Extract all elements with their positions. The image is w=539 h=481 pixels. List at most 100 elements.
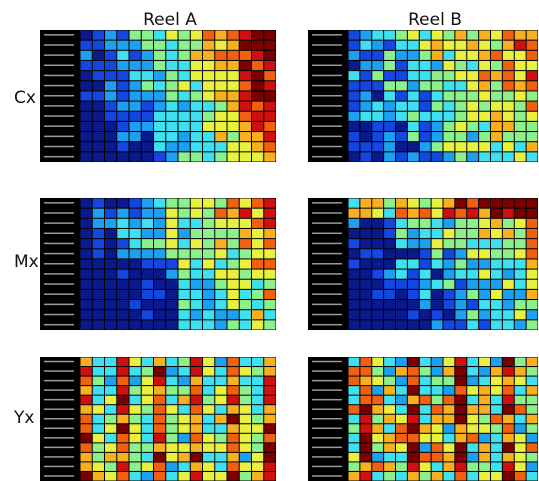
heatmap-cell — [264, 208, 276, 218]
heatmap-cell — [178, 320, 190, 330]
heatmap-cell — [396, 471, 407, 481]
heatmap-cell — [264, 152, 276, 162]
heatmap-cell — [419, 471, 431, 481]
heatmap-cell — [479, 259, 490, 269]
heatmap-cell — [360, 228, 372, 239]
heatmap-cell — [117, 132, 129, 142]
heatmap-cell — [117, 30, 129, 40]
heatmap-cell — [479, 320, 490, 330]
heatmap-cell — [154, 289, 166, 300]
heatmap-cell — [384, 71, 395, 81]
heatmap-cell — [166, 40, 178, 50]
row-label-mark — [44, 44, 74, 46]
heatmap-cell — [80, 208, 92, 218]
heatmap-cell — [491, 50, 502, 60]
heatmap-cell — [360, 279, 372, 289]
heatmap-cell — [384, 132, 395, 142]
heatmap-cell — [129, 152, 141, 162]
heatmap-cell — [372, 300, 384, 310]
heatmap-cell — [514, 91, 526, 101]
heatmap-cell — [203, 50, 215, 60]
heatmap-cell — [215, 30, 227, 40]
heatmap-cell — [92, 50, 104, 60]
heatmap-cell — [264, 40, 276, 50]
heatmap-cell — [215, 405, 227, 414]
heatmap-cell — [178, 142, 190, 152]
heatmap-cell — [117, 310, 129, 320]
heatmap-cell — [419, 111, 431, 121]
heatmap-cell — [239, 279, 251, 289]
heatmap-cell — [514, 310, 526, 320]
row-label-mark — [44, 155, 74, 158]
heatmap-cell — [105, 81, 117, 91]
row-label-mark — [312, 34, 342, 36]
heatmap-cell — [491, 405, 502, 414]
heatmap-cell — [154, 121, 166, 132]
heatmap-cell — [239, 50, 251, 60]
heatmap-cell — [431, 452, 443, 462]
heatmap-cell — [348, 111, 360, 121]
heatmap-cell — [443, 71, 455, 81]
row-label-mark — [312, 465, 342, 468]
heatmap-cell — [239, 386, 251, 395]
heatmap-cell — [239, 121, 251, 132]
heatmap-cell — [526, 101, 538, 111]
heatmap-cell — [141, 424, 153, 433]
heatmap-cell — [467, 310, 479, 320]
heatmap-cell — [502, 357, 514, 367]
heatmap-cell — [479, 30, 490, 40]
heatmap-cell — [360, 289, 372, 300]
heatmap-cell — [360, 239, 372, 249]
heatmap-cell — [467, 395, 479, 405]
heatmap-cell — [443, 462, 455, 471]
heatmap-cell — [264, 433, 276, 443]
heatmap-cell — [129, 424, 141, 433]
heatmap-cell — [514, 30, 526, 40]
heatmap-cell — [252, 101, 264, 111]
heatmap-cell — [117, 405, 129, 414]
row-label-yx: Yx — [14, 408, 35, 428]
heatmap-cell — [227, 60, 239, 71]
heatmap-cell — [407, 462, 419, 471]
heatmap-cell — [479, 376, 490, 386]
heatmap-cell — [396, 218, 407, 228]
heatmap-cell — [252, 395, 264, 405]
heatmap-cell — [348, 91, 360, 101]
heatmap-cell — [190, 386, 202, 395]
heatmap-cell — [227, 249, 239, 259]
heatmap-cell — [419, 249, 431, 259]
heatmap-cell — [407, 111, 419, 121]
heatmap-cell — [407, 30, 419, 40]
heatmap-cell — [92, 249, 104, 259]
heatmap-cell — [491, 414, 502, 424]
heatmap-cell — [105, 71, 117, 81]
heatmap-cell — [455, 101, 467, 111]
row-label-mark — [44, 222, 74, 224]
heatmap-cell — [526, 462, 538, 471]
row-label-mark — [44, 105, 74, 107]
heatmap-cell — [396, 452, 407, 462]
heatmap-cell — [129, 228, 141, 239]
heatmap-cell — [360, 367, 372, 376]
heatmap-cell — [178, 443, 190, 452]
heatmap-cell — [239, 152, 251, 162]
heatmap-cell — [178, 208, 190, 218]
heatmap-cell — [80, 405, 92, 414]
heatmap-cell — [348, 249, 360, 259]
heatmap-cell — [117, 269, 129, 279]
heatmap-cell — [264, 424, 276, 433]
heatmap-cell — [227, 357, 239, 367]
heatmap-cell — [141, 111, 153, 121]
heatmap-cell — [203, 111, 215, 121]
heatmap-cell — [502, 152, 514, 162]
heatmap-cell — [252, 81, 264, 91]
heatmap-cell — [431, 50, 443, 60]
heatmap-cell — [526, 300, 538, 310]
heatmap-cell — [526, 40, 538, 50]
heatmap-cell — [154, 50, 166, 60]
heatmap-cell — [526, 279, 538, 289]
heatmap-cell — [443, 259, 455, 269]
heatmap-cell — [467, 198, 479, 208]
heatmap-cell — [80, 60, 92, 71]
heatmap-cell — [407, 152, 419, 162]
